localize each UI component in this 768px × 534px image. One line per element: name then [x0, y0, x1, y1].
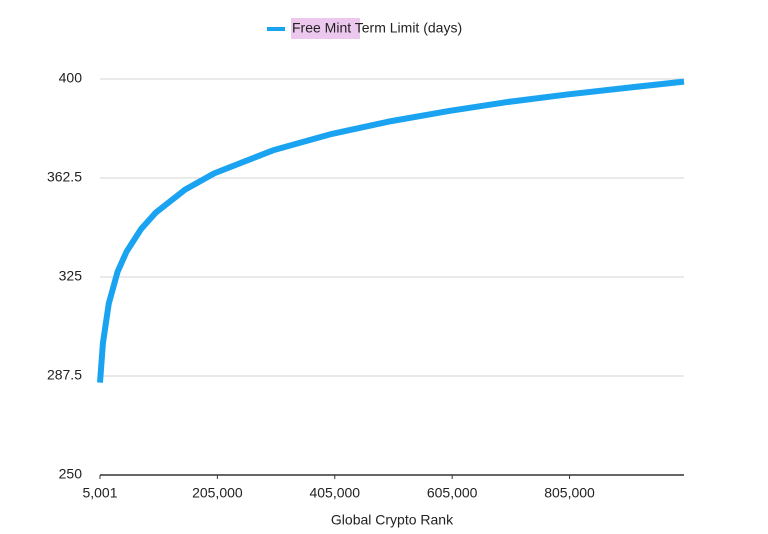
- data-line: [97, 78, 685, 383]
- y-tick-label: 400: [59, 70, 83, 86]
- y-tick-label: 250: [59, 466, 83, 482]
- x-tick-label: 5,001: [82, 485, 117, 501]
- x-tick-label: 405,000: [309, 485, 360, 501]
- x-tick-label: 605,000: [427, 485, 478, 501]
- text-selection-highlight: [291, 18, 360, 39]
- legend-label: Free Mint Term Limit (days): [292, 20, 462, 36]
- y-tick-label: 287.5: [47, 367, 82, 383]
- x-tick-label: 805,000: [544, 485, 595, 501]
- y-tick-label: 362.5: [47, 169, 82, 185]
- y-tick-label: 325: [59, 268, 83, 284]
- x-tick-label: 205,000: [192, 485, 243, 501]
- x-axis-title: Global Crypto Rank: [331, 512, 454, 528]
